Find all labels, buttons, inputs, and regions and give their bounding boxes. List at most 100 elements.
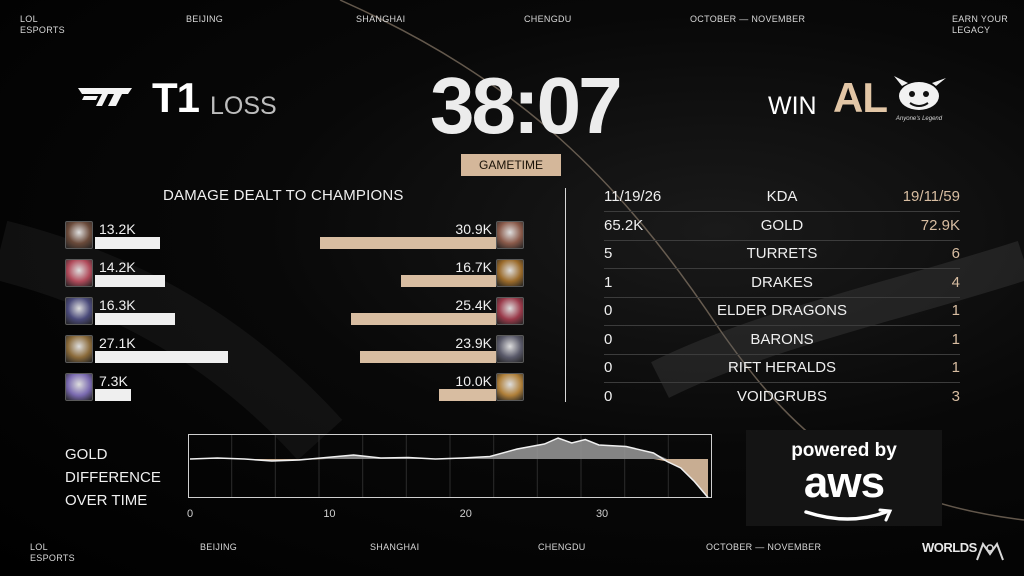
city-beijing: BEIJING xyxy=(186,14,224,24)
al-damage-value: 16.7K xyxy=(455,259,492,275)
gold-diff-title: GOLD DIFFERENCE OVER TIME xyxy=(65,446,161,509)
stat-label: TURRETS xyxy=(746,245,818,262)
t1-stat-value: 5 xyxy=(604,245,613,262)
al-damage-value: 25.4K xyxy=(455,297,492,313)
city-chengdu: CHENGDU xyxy=(538,542,586,552)
damage-row: 27.1K 23.9K xyxy=(0,335,1024,365)
t1-damage-bar xyxy=(95,237,160,249)
stat-row-turrets: 5 TURRETS 6 xyxy=(604,241,960,269)
worlds-logo: WORLDS xyxy=(922,540,977,555)
champion-portrait-icon xyxy=(65,335,93,363)
team-left-name: T1 xyxy=(152,74,200,121)
section-divider xyxy=(565,188,566,402)
champion-portrait-icon xyxy=(65,259,93,287)
stat-row-kda: 11/19/26 KDA 19/11/59 xyxy=(604,184,960,212)
gametime-label: GAMETIME xyxy=(461,154,561,176)
al-damage-value: 10.0K xyxy=(455,373,492,389)
stat-label: RIFT HERALDS xyxy=(727,359,837,376)
t1-damage-value: 7.3K xyxy=(99,373,128,389)
al-stat-value: 6 xyxy=(951,245,960,262)
damage-section-title: DAMAGE DEALT TO CHAMPIONS xyxy=(163,187,404,204)
al-damage-value: 30.9K xyxy=(455,221,492,237)
city-shanghai: SHANGHAI xyxy=(370,542,420,552)
t1-stat-value: 0 xyxy=(604,359,613,376)
aws-sponsor-box: powered by aws xyxy=(746,430,942,526)
stat-row-elder-dragons: 0 ELDER DRAGONS 1 xyxy=(604,298,960,326)
stat-row-rift-heralds: 0 RIFT HERALDS 1 xyxy=(604,355,960,383)
top-info-bar: LOL ESPORTS BEIJING SHANGHAI CHENGDU OCTO… xyxy=(0,14,1024,38)
aws-smile-icon xyxy=(804,508,893,522)
powered-by-label: powered by xyxy=(791,440,897,461)
stat-label: GOLD xyxy=(760,216,804,234)
x-tick-label: 0 xyxy=(187,508,194,520)
city-chengdu: CHENGDU xyxy=(524,14,572,24)
t1-damage-bar xyxy=(95,389,131,401)
team-right-result: WIN xyxy=(768,92,817,120)
al-stat-value: 1 xyxy=(951,330,960,348)
al-stat-value: 4 xyxy=(951,273,960,291)
event-dates: OCTOBER — NOVEMBER xyxy=(706,542,822,552)
stat-label: BARONS xyxy=(750,330,814,348)
stat-row-gold: 65.2K GOLD 72.9K xyxy=(604,213,960,241)
al-stat-value: 19/11/59 xyxy=(902,188,960,205)
tagline: EARN YOUR LEGACY xyxy=(952,14,1009,35)
t1-damage-value: 27.1K xyxy=(99,335,136,351)
t1-damage-value: 13.2K xyxy=(99,221,136,237)
al-damage-bar xyxy=(439,389,496,401)
t1-damage-bar xyxy=(95,275,165,287)
stat-label: KDA xyxy=(766,188,798,205)
stat-label: VOIDGRUBS xyxy=(736,387,827,405)
aws-logo: aws xyxy=(803,458,885,507)
champion-portrait-icon xyxy=(65,373,93,401)
al-damage-value: 23.9K xyxy=(455,335,492,351)
damage-row: 7.3K 10.0K xyxy=(0,373,1024,403)
al-stat-value: 1 xyxy=(951,359,960,376)
champion-portrait-icon xyxy=(496,297,524,325)
gold-lead-area-behind xyxy=(190,459,708,498)
bottom-info-bar: LOL ESPORTS BEIJING SHANGHAI CHENGDU OCTO… xyxy=(0,542,1024,566)
t1-stat-value: 0 xyxy=(604,302,613,319)
event-dates: OCTOBER — NOVEMBER xyxy=(690,14,806,24)
city-shanghai: SHANGHAI xyxy=(356,14,406,24)
gold-lead-area-ahead xyxy=(190,438,708,459)
x-tick-label: 10 xyxy=(323,508,336,520)
worlds-emblem-icon xyxy=(976,541,1004,561)
damage-row: 14.2K 16.7K xyxy=(0,259,1024,289)
anyones-legend-logo-icon: Anyone's Legend xyxy=(894,76,946,122)
champion-portrait-icon xyxy=(496,221,524,249)
t1-damage-bar xyxy=(95,351,228,363)
al-damage-bar xyxy=(351,313,496,325)
team-right-name: AL xyxy=(833,74,888,121)
t1-stat-value: 1 xyxy=(604,273,613,291)
t1-stat-value: 0 xyxy=(604,330,613,348)
t1-stat-value: 0 xyxy=(604,387,613,405)
t1-damage-bar xyxy=(95,313,175,325)
champion-portrait-icon xyxy=(65,297,93,325)
al-stat-value: 1 xyxy=(951,302,960,319)
team-left-result: LOSS xyxy=(210,92,277,120)
gametime-value: 38:07 xyxy=(430,61,623,150)
t1-logo-icon xyxy=(78,88,132,106)
city-beijing: BEIJING xyxy=(200,542,238,552)
stat-label: DRAKES xyxy=(751,273,813,291)
t1-stat-value: 11/19/26 xyxy=(604,188,662,205)
champion-portrait-icon xyxy=(65,221,93,249)
stat-row-barons: 0 BARONS 1 xyxy=(604,327,960,355)
stat-label: ELDER DRAGONS xyxy=(716,302,848,319)
x-tick-label: 30 xyxy=(595,508,609,520)
t1-stat-value: 65.2K xyxy=(604,216,644,234)
stat-row-drakes: 1 DRAKES 4 xyxy=(604,270,960,298)
x-tick-label: 20 xyxy=(459,508,472,520)
t1-damage-value: 14.2K xyxy=(99,259,136,275)
damage-row: 13.2K 30.9K xyxy=(0,221,1024,251)
lol-esports-label: LOL ESPORTS xyxy=(30,542,75,563)
champion-portrait-icon xyxy=(496,373,524,401)
al-damage-bar xyxy=(320,237,496,249)
al-damage-bar xyxy=(360,351,496,363)
al-damage-bar xyxy=(401,275,496,287)
al-stat-value: 3 xyxy=(951,387,960,405)
lol-esports-label: LOL ESPORTS xyxy=(20,14,65,35)
stat-row-voidgrubs: 0 VOIDGRUBS 3 xyxy=(604,384,960,412)
champion-portrait-icon xyxy=(496,259,524,287)
